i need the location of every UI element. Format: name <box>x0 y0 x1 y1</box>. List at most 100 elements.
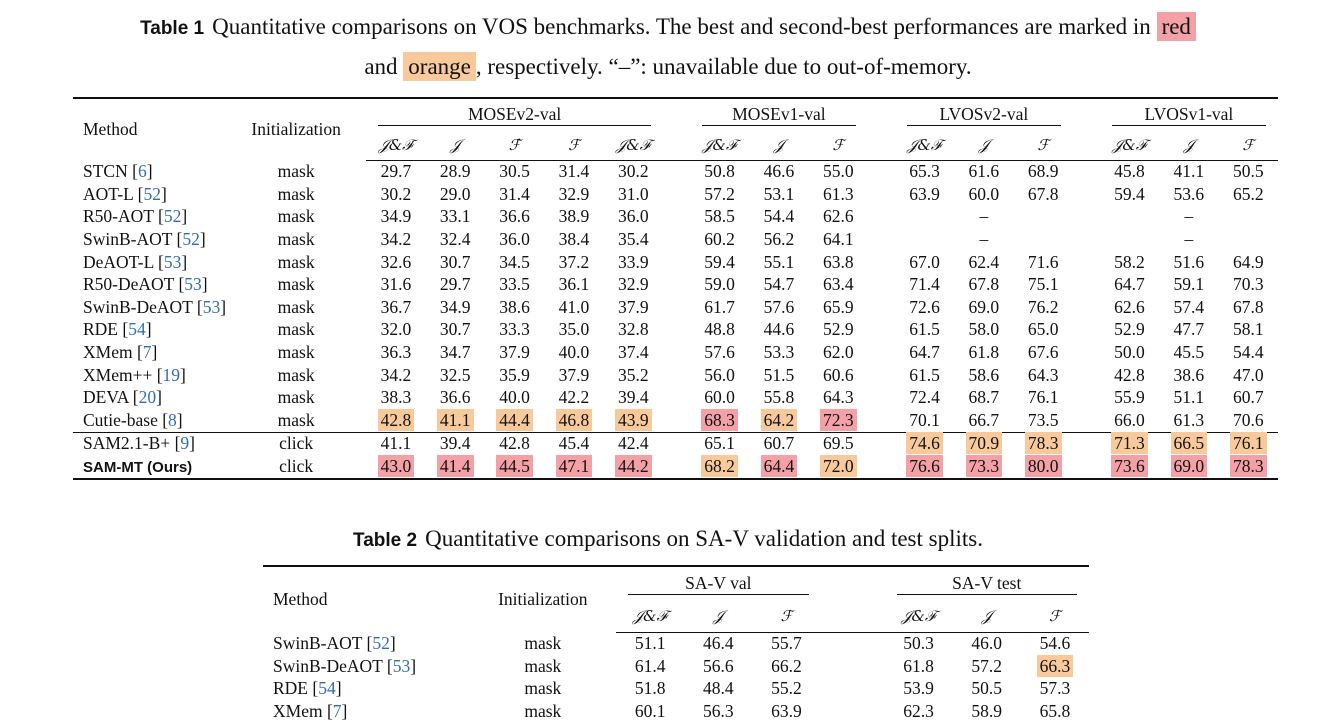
citation-link[interactable]: 53 <box>184 274 202 295</box>
spacer <box>663 273 690 296</box>
value-cell: 51.1 <box>634 633 666 654</box>
method-cell: SwinB-DeAOT [53] <box>83 296 227 317</box>
citation-link[interactable]: 52 <box>143 183 161 204</box>
value-cell <box>1014 228 1073 251</box>
init-cell: mask <box>277 251 315 272</box>
citation-link[interactable]: 53 <box>392 655 411 676</box>
method-cell: AOT-L [52] <box>83 183 167 204</box>
value-cell: 74.6 <box>894 431 955 456</box>
spacer <box>663 130 690 161</box>
citation-link[interactable]: 6 <box>137 161 147 182</box>
value-cell: 72.4 <box>909 387 940 408</box>
citation-link[interactable]: 52 <box>163 206 182 227</box>
value-cell: 54.4 <box>763 206 795 227</box>
citation-link[interactable]: 7 <box>142 342 152 363</box>
method-cell: XMem++ [19] <box>83 364 186 385</box>
spacer <box>868 273 895 296</box>
metric-header: ℱ <box>1218 130 1278 161</box>
value-cell: 30.5 <box>499 161 530 182</box>
value-cell: 57.2 <box>704 183 735 204</box>
table-row: Cutie-base [8] mask 42.8 41.1 44.4 46.8 43.9 68… <box>73 408 1278 432</box>
value-cell: 59.4 <box>1114 183 1145 204</box>
citation-link[interactable]: 8 <box>168 409 177 430</box>
citation-link[interactable]: 52 <box>372 633 390 654</box>
citation-link[interactable]: 20 <box>138 387 157 408</box>
citation-link[interactable]: 52 <box>182 229 200 250</box>
value-cell: 61.3 <box>822 183 854 204</box>
value-cell: 46.0 <box>971 633 1003 654</box>
table-row: RDE [54] mask 51.8 48.4 55.2 53.9 50.5 57.3 <box>263 678 1089 701</box>
value-cell: 35.9 <box>499 364 530 385</box>
citation-link[interactable]: 9 <box>180 433 190 454</box>
value-cell: 32.4 <box>439 229 471 250</box>
value-cell: 61.6 <box>968 161 1000 182</box>
value-cell: 41.1 <box>426 408 485 432</box>
value-cell: 63.9 <box>909 183 940 204</box>
value-cell: 55.8 <box>763 387 795 408</box>
metric-header: 𝒥&ℱ <box>1099 130 1160 161</box>
value-cell: 42.2 <box>558 387 590 408</box>
spacer <box>663 183 690 206</box>
value-cell: 43.9 <box>604 408 663 432</box>
value-cell <box>1014 206 1073 229</box>
value-cell: 37.4 <box>618 342 649 363</box>
metric-header: 𝒥&ℱ <box>603 130 663 161</box>
value-cell: 30.2 <box>380 183 412 204</box>
value-cell: 55.9 <box>1114 387 1145 408</box>
value-cell: 36.1 <box>558 274 590 295</box>
value-cell: 60.0 <box>968 183 1000 204</box>
value-cell: 60.2 <box>704 229 735 250</box>
value-cell: 72.0 <box>808 455 868 480</box>
init-cell: mask <box>277 364 315 385</box>
citation-link[interactable]: 54 <box>318 678 336 699</box>
value-cell: 53.3 <box>763 342 795 363</box>
citation-link[interactable]: 19 <box>162 364 181 385</box>
value-cell: 58.2 <box>1114 251 1145 272</box>
value-cell: 36.0 <box>499 229 530 250</box>
value-cell: 41.1 <box>366 431 426 456</box>
value-cell: 62.6 <box>822 206 854 227</box>
value-cell: 51.5 <box>763 364 795 385</box>
value-cell: 37.2 <box>558 251 590 272</box>
value-cell: 64.4 <box>749 455 809 480</box>
value-cell: 61.4 <box>634 655 666 676</box>
orange-legend-swatch: orange <box>403 52 476 81</box>
value-cell: 75.1 <box>1027 274 1059 295</box>
value-cell: 32.9 <box>618 274 649 295</box>
table-row: XMem++ [19] mask 34.2 32.5 35.9 37.9 35.2 56.0 5… <box>73 364 1278 387</box>
value-cell: 76.1 <box>1027 387 1059 408</box>
value-cell: 34.7 <box>439 342 471 363</box>
metric-header: 𝒥 <box>425 130 485 161</box>
spacer <box>1073 273 1100 296</box>
metric-header: 𝒥 <box>684 600 753 633</box>
value-cell <box>895 228 954 251</box>
value-cell: 64.1 <box>822 229 854 250</box>
value-cell: 55.7 <box>771 633 802 654</box>
citation-link[interactable]: 54 <box>128 319 146 340</box>
value-cell: 60.6 <box>822 364 854 385</box>
value-cell: 73.5 <box>1027 409 1059 430</box>
spacer <box>663 319 690 342</box>
metric-header: 𝒥&ℱ <box>894 130 955 161</box>
init-cell: mask <box>277 183 315 204</box>
value-cell: 65.0 <box>1027 319 1059 340</box>
method-cell: SAM-MT (Ours) <box>73 455 227 480</box>
spacer <box>820 600 885 633</box>
value-cell: 29.0 <box>439 183 471 204</box>
init-cell: mask <box>277 206 315 227</box>
citation-link[interactable]: 7 <box>332 701 342 722</box>
value-cell: 44.5 <box>484 455 545 480</box>
value-cell: 60.7 <box>749 431 809 456</box>
value-cell: 44.2 <box>603 455 663 480</box>
metric-header: 𝒥 <box>1159 130 1219 161</box>
value-cell: 48.8 <box>704 319 735 340</box>
spacer <box>1073 251 1100 274</box>
value-cell: 51.1 <box>1173 387 1205 408</box>
value-cell: 41.1 <box>1173 161 1205 182</box>
value-cell: 53.9 <box>903 678 934 699</box>
value-cell: 56.3 <box>703 701 734 722</box>
value-cell: 34.2 <box>380 229 412 250</box>
citation-link[interactable]: 53 <box>163 251 182 272</box>
value-cell: 68.2 <box>689 455 750 480</box>
citation-link[interactable]: 53 <box>202 296 221 317</box>
